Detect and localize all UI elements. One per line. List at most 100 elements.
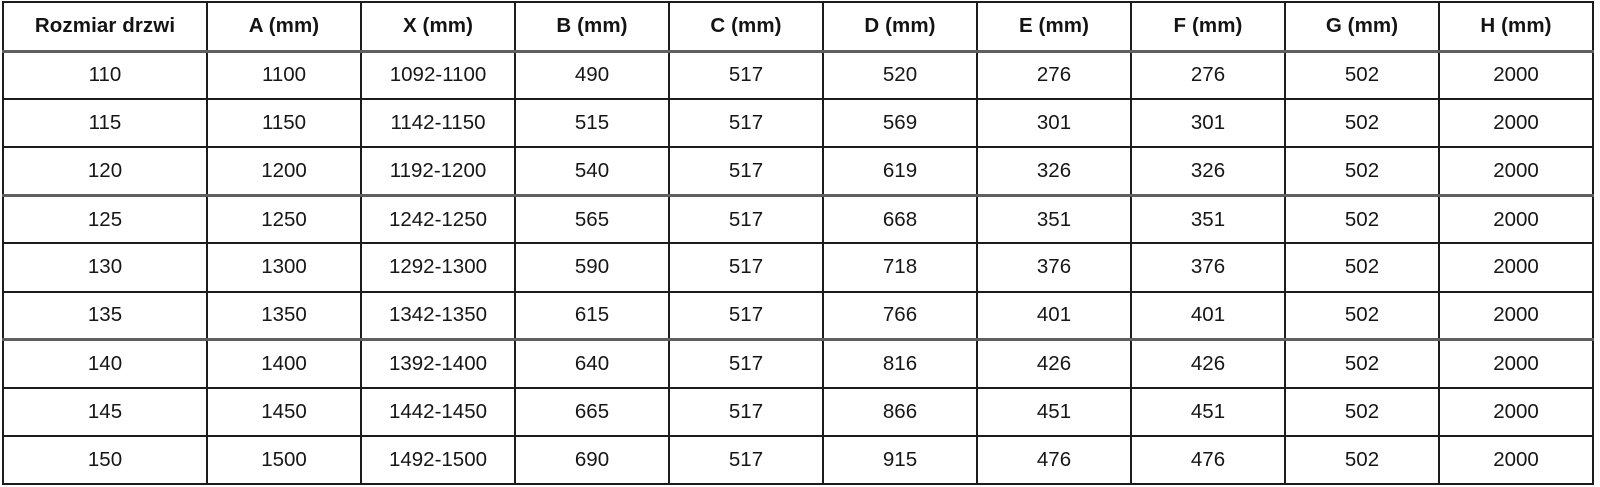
cell-value: 866	[822, 387, 977, 437]
cell-value: 1500	[206, 435, 361, 484]
column-header-6: E (mm)	[976, 2, 1131, 53]
cell-value: 502	[1284, 99, 1439, 149]
column-header-7: F (mm)	[1130, 2, 1285, 53]
cell-value: 351	[976, 195, 1131, 245]
cell-door-size: 135	[3, 291, 207, 342]
cell-value: 1350	[206, 291, 361, 342]
column-header-5: D (mm)	[822, 2, 977, 53]
cell-value: 2000	[1438, 387, 1593, 437]
cell-value: 426	[976, 339, 1131, 389]
table-header: Rozmiar drzwi A (mm) X (mm) B (mm) C (mm) D (…	[3, 2, 1593, 53]
cell-value: 1100	[206, 51, 361, 101]
cell-value: 565	[514, 195, 669, 245]
cell-value: 376	[976, 243, 1131, 293]
cell-value: 517	[668, 291, 823, 342]
table-row: 140 1400 1392-1400 640 517 816 426 426 502 2000	[3, 339, 1593, 389]
cell-value: 326	[976, 147, 1131, 197]
cell-value: 665	[514, 387, 669, 437]
cell-value: 351	[1130, 195, 1285, 245]
cell-value: 517	[668, 339, 823, 389]
column-header-2: X (mm)	[360, 2, 515, 53]
cell-value: 1150	[206, 99, 361, 149]
table-row: 150 1500 1492-1500 690 517 915 476 476 502 2000	[3, 435, 1593, 484]
cell-value: 376	[1130, 243, 1285, 293]
cell-value: 690	[514, 435, 669, 484]
cell-value: 2000	[1438, 243, 1593, 293]
cell-value: 619	[822, 147, 977, 197]
cell-value: 276	[1130, 51, 1285, 101]
column-header-0: Rozmiar drzwi	[3, 2, 207, 53]
cell-value: 640	[514, 339, 669, 389]
cell-door-size: 120	[3, 147, 207, 197]
cell-value: 2000	[1438, 339, 1593, 389]
cell-value: 1242-1250	[360, 195, 515, 245]
cell-value: 515	[514, 99, 669, 149]
cell-value: 451	[976, 387, 1131, 437]
cell-door-size: 125	[3, 195, 207, 245]
cell-value: 490	[514, 51, 669, 101]
cell-value: 401	[1130, 291, 1285, 342]
cell-value: 326	[1130, 147, 1285, 197]
cell-value: 426	[1130, 339, 1285, 389]
cell-value: 615	[514, 291, 669, 342]
cell-value: 766	[822, 291, 977, 342]
cell-value: 1450	[206, 387, 361, 437]
cell-value: 301	[976, 99, 1131, 149]
cell-value: 1342-1350	[360, 291, 515, 342]
cell-door-size: 115	[3, 99, 207, 149]
cell-value: 502	[1284, 387, 1439, 437]
column-header-8: G (mm)	[1284, 2, 1439, 53]
cell-value: 517	[668, 99, 823, 149]
cell-door-size: 130	[3, 243, 207, 293]
cell-door-size: 140	[3, 339, 207, 389]
table-body: 110 1100 1092-1100 490 517 520 276 276 502 2000 11…	[3, 51, 1593, 484]
cell-value: 1200	[206, 147, 361, 197]
table-header-row: Rozmiar drzwi A (mm) X (mm) B (mm) C (mm) D (…	[3, 2, 1593, 53]
column-header-9: H (mm)	[1438, 2, 1593, 53]
cell-value: 517	[668, 51, 823, 101]
cell-value: 668	[822, 195, 977, 245]
cell-value: 502	[1284, 435, 1439, 484]
cell-value: 451	[1130, 387, 1285, 437]
table-row: 120 1200 1192-1200 540 517 619 326 326 502 2000	[3, 147, 1593, 197]
cell-value: 502	[1284, 195, 1439, 245]
cell-value: 1142-1150	[360, 99, 515, 149]
table-row: 145 1450 1442-1450 665 517 866 451 451 502 2000	[3, 387, 1593, 437]
cell-value: 301	[1130, 99, 1285, 149]
column-header-4: C (mm)	[668, 2, 823, 53]
cell-door-size: 145	[3, 387, 207, 437]
cell-value: 2000	[1438, 291, 1593, 342]
cell-value: 1092-1100	[360, 51, 515, 101]
table-row: 130 1300 1292-1300 590 517 718 376 376 502 2000	[3, 243, 1593, 293]
cell-value: 2000	[1438, 147, 1593, 197]
cell-value: 517	[668, 243, 823, 293]
cell-value: 569	[822, 99, 977, 149]
cell-value: 590	[514, 243, 669, 293]
cell-value: 520	[822, 51, 977, 101]
cell-value: 1250	[206, 195, 361, 245]
cell-value: 2000	[1438, 51, 1593, 101]
cell-value: 476	[1130, 435, 1285, 484]
table-row: 110 1100 1092-1100 490 517 520 276 276 502 2000	[3, 51, 1593, 101]
cell-value: 915	[822, 435, 977, 484]
cell-value: 1192-1200	[360, 147, 515, 197]
cell-value: 517	[668, 435, 823, 484]
table-row: 125 1250 1242-1250 565 517 668 351 351 502 2000	[3, 195, 1593, 245]
cell-value: 401	[976, 291, 1131, 342]
cell-value: 502	[1284, 243, 1439, 293]
cell-value: 276	[976, 51, 1131, 101]
cell-value: 502	[1284, 147, 1439, 197]
cell-value: 1292-1300	[360, 243, 515, 293]
cell-value: 502	[1284, 339, 1439, 389]
cell-value: 816	[822, 339, 977, 389]
cell-value: 502	[1284, 291, 1439, 342]
cell-door-size: 110	[3, 51, 207, 101]
cell-value: 517	[668, 387, 823, 437]
cell-value: 2000	[1438, 195, 1593, 245]
cell-door-size: 150	[87, 447, 123, 471]
cell-value: 1442-1450	[360, 387, 515, 437]
cell-value: 517	[668, 147, 823, 197]
cell-value: 1492-1500	[360, 435, 515, 484]
cell-value: 1300	[206, 243, 361, 293]
